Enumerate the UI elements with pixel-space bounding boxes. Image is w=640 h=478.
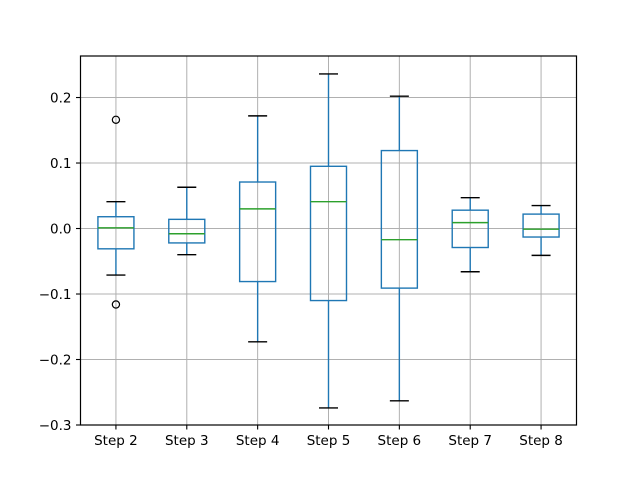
box-step-5 — [309, 165, 348, 302]
x-tick-label-step-3: Step 3 — [165, 433, 209, 449]
y-tick-label: 0.0 — [50, 221, 71, 237]
x-tick-label-step-6: Step 6 — [378, 433, 422, 449]
box-step-7 — [451, 209, 489, 249]
x-tick-label-step-5: Step 5 — [307, 433, 351, 449]
box-step-4 — [238, 181, 277, 283]
y-tick-label: −0.1 — [39, 287, 72, 303]
x-tick-label-step-2: Step 2 — [94, 433, 138, 449]
y-tick-label: −0.3 — [39, 418, 72, 434]
box-step-8 — [522, 213, 560, 238]
y-tick-label: 0.2 — [50, 90, 71, 106]
x-tick-label-step-8: Step 8 — [519, 433, 563, 449]
y-tick-label: −0.2 — [39, 352, 72, 368]
y-tick-label: 0.1 — [50, 156, 71, 172]
box-step-2 — [97, 216, 135, 250]
box-step-6 — [380, 149, 419, 289]
x-tick-label-step-7: Step 7 — [448, 433, 492, 449]
x-tick-label-step-4: Step 4 — [236, 433, 280, 449]
outlier-step-2 — [111, 115, 121, 124]
outlier-step-2 — [111, 300, 121, 309]
box-step-3 — [168, 218, 206, 244]
